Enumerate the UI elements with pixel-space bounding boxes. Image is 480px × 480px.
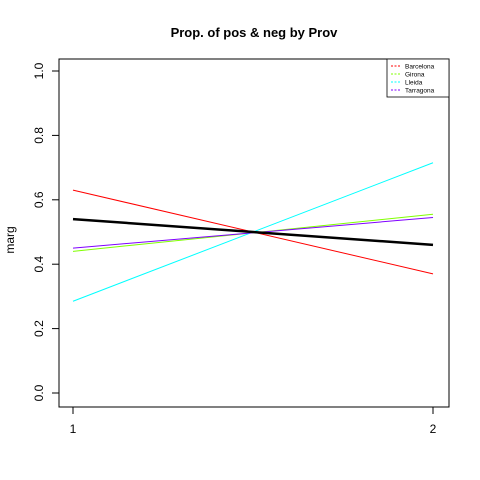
x-tick-label: 2 [430,422,437,436]
plot-frame [58,58,450,408]
chart-title: Prop. of pos & neg by Prov [171,25,339,40]
y-tick-label: 0.6 [32,191,46,208]
series-line-overall [72,217,434,247]
legend-box [386,58,450,98]
legend-label-lleida: Lleida [405,79,423,86]
plot-area: 0.0 0.2 0.4 0.6 0.8 1.0 1 2 BarcelonaGironaLleid… [32,58,450,436]
legend-label-tarragona: Tarragona [405,87,435,94]
y-tick-label: 0.8 [32,127,46,144]
x-tick-label: 1 [70,422,77,436]
y-tick-label: 1.0 [32,62,46,79]
legend-label-barcelona: Barcelona [405,63,435,70]
y-tick-label: 0.2 [32,320,46,337]
y-tick-label: 0.4 [32,256,46,273]
legend-label-girona: Girona [405,71,425,78]
y-tick-label: 0.0 [32,384,46,401]
y-axis-label: marg [3,226,17,253]
